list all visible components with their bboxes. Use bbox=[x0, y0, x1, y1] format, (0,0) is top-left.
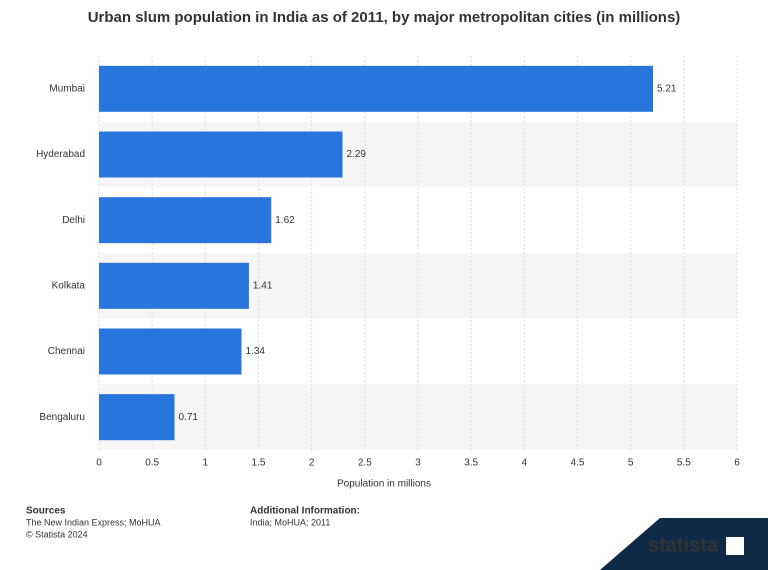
y-tick-label: Delhi bbox=[62, 215, 85, 226]
y-tick-label: Hyderabad bbox=[36, 149, 85, 160]
value-label: 1.41 bbox=[253, 280, 273, 291]
x-tick-label: 1.5 bbox=[252, 458, 266, 469]
copyright: © Statista 2024 bbox=[26, 529, 88, 539]
logo-icon bbox=[726, 537, 744, 555]
bar bbox=[99, 131, 343, 178]
value-label: 5.21 bbox=[657, 83, 677, 94]
chart-title: Urban slum population in India as of 201… bbox=[88, 9, 681, 26]
x-tick-label: 3 bbox=[415, 458, 421, 469]
sources-title: Sources bbox=[26, 506, 66, 517]
y-tick-label: Kolkata bbox=[52, 280, 86, 291]
bar bbox=[99, 328, 242, 375]
sources: The New Indian Express; MoHUA bbox=[26, 517, 161, 527]
value-label: 2.29 bbox=[347, 149, 367, 160]
info: India; MoHUA; 2011 bbox=[250, 517, 330, 527]
x-axis-label: Population in millions bbox=[337, 479, 431, 490]
bar bbox=[99, 197, 272, 244]
x-tick-label: 0 bbox=[96, 458, 102, 469]
x-tick-label: 4 bbox=[522, 458, 528, 469]
x-tick-label: 3.5 bbox=[464, 458, 478, 469]
bar bbox=[99, 262, 249, 309]
x-tick-label: 2.5 bbox=[358, 458, 372, 469]
info-title: Additional Information: bbox=[250, 506, 360, 517]
x-tick-label: 4.5 bbox=[571, 458, 585, 469]
value-label: 1.62 bbox=[275, 215, 295, 226]
x-tick-label: 5.5 bbox=[677, 458, 691, 469]
bar bbox=[99, 65, 653, 112]
y-tick-label: Bengaluru bbox=[39, 412, 85, 423]
x-tick-label: 2 bbox=[309, 458, 315, 469]
x-tick-label: 5 bbox=[628, 458, 634, 469]
logo-bg bbox=[600, 518, 768, 570]
x-tick-label: 0.5 bbox=[145, 458, 159, 469]
value-label: 0.71 bbox=[178, 412, 198, 423]
y-tick-label: Mumbai bbox=[49, 83, 85, 94]
x-tick-label: 6 bbox=[734, 458, 740, 469]
logo: statista bbox=[648, 534, 719, 556]
y-tick-label: Chennai bbox=[48, 346, 85, 357]
value-label: 1.34 bbox=[245, 346, 265, 357]
x-tick-label: 1 bbox=[203, 458, 209, 469]
bar bbox=[99, 394, 175, 441]
